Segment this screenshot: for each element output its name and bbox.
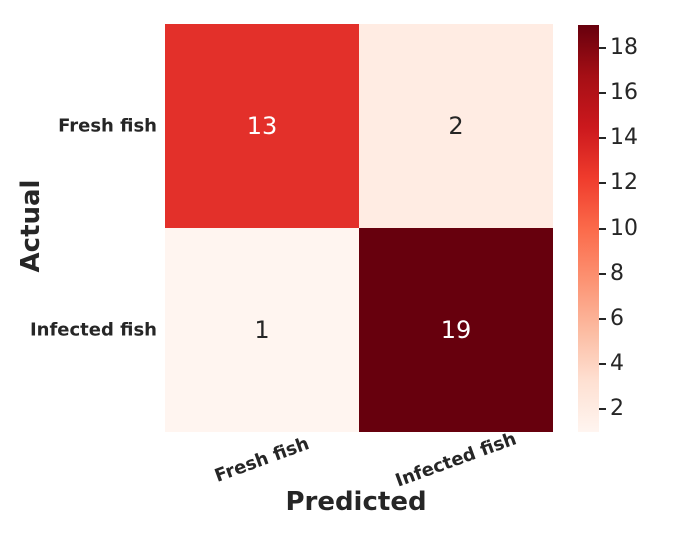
colorbar-tick-mark xyxy=(599,272,606,275)
cell-value: 1 xyxy=(254,316,270,344)
colorbar-tick-mark xyxy=(599,182,606,185)
colorbar-tick-label: 8 xyxy=(610,260,624,286)
colorbar-tick-mark xyxy=(599,91,606,94)
y-tick-label: Infected fish xyxy=(29,319,157,341)
colorbar-tick-label: 6 xyxy=(610,305,624,331)
colorbar-tick-mark xyxy=(599,137,606,140)
heatmap-cell: 13 xyxy=(165,24,359,228)
colorbar-tick-mark xyxy=(599,408,606,411)
colorbar xyxy=(578,25,599,432)
y-axis-label: Actual xyxy=(16,179,46,273)
colorbar-tick-label: 12 xyxy=(610,170,638,196)
colorbar-tick-label: 18 xyxy=(610,34,638,60)
colorbar-tick-label: 4 xyxy=(610,351,624,377)
colorbar-tick-mark xyxy=(599,363,606,366)
y-tick-label: Fresh fish xyxy=(58,115,157,137)
colorbar-tick-label: 16 xyxy=(610,79,638,105)
x-tick-label: Fresh fish xyxy=(211,433,313,487)
heatmap-cell: 2 xyxy=(359,24,553,228)
colorbar-tick-label: 10 xyxy=(610,215,638,241)
colorbar-tick-label: 2 xyxy=(610,396,624,422)
cell-value: 19 xyxy=(440,316,472,344)
colorbar-tick-mark xyxy=(599,317,606,320)
cell-value: 13 xyxy=(246,112,278,140)
colorbar-tick-label: 14 xyxy=(610,125,638,151)
colorbar-wrap: 2 4 6 8 10 12 14 16 18 xyxy=(578,25,668,432)
heatmap-cell: 1 xyxy=(165,228,359,432)
x-tick-label: Infected fish xyxy=(392,428,520,492)
colorbar-tick-mark xyxy=(599,46,606,49)
cell-value: 2 xyxy=(448,112,464,140)
x-axis-label: Predicted xyxy=(285,487,427,517)
colorbar-tick-mark xyxy=(599,227,606,230)
heatmap-cell: 19 xyxy=(359,228,553,432)
heatmap: 13 2 1 19 xyxy=(165,24,553,432)
